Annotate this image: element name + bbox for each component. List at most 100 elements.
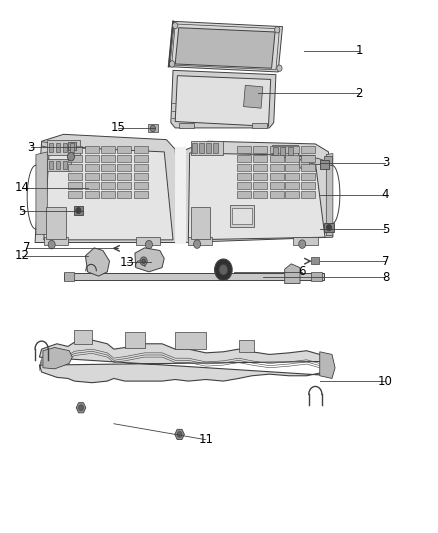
Bar <box>74 330 92 344</box>
Bar <box>117 155 131 162</box>
Bar <box>270 155 284 162</box>
Bar <box>199 143 204 153</box>
Text: 12: 12 <box>14 249 29 262</box>
Bar <box>63 161 67 169</box>
Bar <box>136 237 160 245</box>
Bar <box>301 173 315 180</box>
Bar <box>288 147 293 155</box>
Bar <box>253 146 267 153</box>
Polygon shape <box>42 142 68 150</box>
Text: 5: 5 <box>382 223 389 236</box>
Bar <box>85 146 99 153</box>
Bar <box>270 146 284 153</box>
Bar <box>237 173 251 180</box>
Bar <box>56 161 60 169</box>
Bar <box>85 191 99 198</box>
Bar <box>134 146 148 153</box>
Text: 13: 13 <box>120 256 134 269</box>
Bar <box>270 173 284 180</box>
Text: 10: 10 <box>378 375 393 387</box>
Bar <box>237 155 251 162</box>
Bar <box>270 164 284 171</box>
Bar <box>285 191 299 198</box>
Polygon shape <box>175 28 275 68</box>
Circle shape <box>173 22 178 29</box>
Text: 3: 3 <box>27 141 34 154</box>
Bar <box>188 237 212 245</box>
Bar <box>68 173 82 180</box>
Bar <box>237 164 251 171</box>
Bar <box>101 191 115 198</box>
Bar <box>192 143 197 153</box>
Bar <box>85 182 99 189</box>
Bar <box>237 182 251 189</box>
Circle shape <box>150 125 155 132</box>
Bar <box>44 237 68 245</box>
Bar <box>125 332 145 348</box>
Polygon shape <box>298 156 324 165</box>
Bar <box>101 182 115 189</box>
Bar <box>101 173 115 180</box>
Circle shape <box>326 224 332 231</box>
Bar <box>213 143 218 153</box>
Bar <box>68 164 82 171</box>
Bar <box>68 155 82 162</box>
Polygon shape <box>320 352 335 378</box>
Polygon shape <box>244 85 263 108</box>
Text: 11: 11 <box>198 433 213 446</box>
Circle shape <box>219 264 228 275</box>
Bar <box>175 332 206 349</box>
Circle shape <box>67 152 74 161</box>
Bar <box>74 206 83 215</box>
Polygon shape <box>43 348 72 369</box>
Bar <box>117 191 131 198</box>
Bar <box>285 164 299 171</box>
Bar <box>175 147 185 243</box>
Bar <box>56 143 60 152</box>
Circle shape <box>145 240 152 249</box>
Bar <box>64 273 324 280</box>
Bar <box>46 207 66 239</box>
Bar <box>311 257 319 264</box>
Polygon shape <box>171 70 276 128</box>
Bar <box>49 143 53 152</box>
Polygon shape <box>182 141 333 243</box>
Bar <box>68 146 82 153</box>
Bar <box>191 141 223 155</box>
Text: 5: 5 <box>18 205 25 217</box>
Bar <box>285 146 299 153</box>
Bar <box>280 147 285 155</box>
Text: 14: 14 <box>14 181 29 194</box>
Bar <box>179 123 194 128</box>
Polygon shape <box>169 21 283 72</box>
Bar <box>273 147 278 155</box>
Circle shape <box>76 207 81 214</box>
Bar <box>85 173 99 180</box>
Bar <box>237 191 251 198</box>
Bar <box>101 146 115 153</box>
Bar <box>272 145 298 157</box>
Bar <box>68 182 82 189</box>
Bar <box>191 207 210 239</box>
Bar <box>134 173 148 180</box>
Circle shape <box>299 157 310 170</box>
Circle shape <box>48 240 55 249</box>
Bar <box>101 164 115 171</box>
Bar <box>301 191 315 198</box>
Bar <box>237 146 251 153</box>
Bar <box>148 124 158 132</box>
Bar <box>134 191 148 198</box>
Bar <box>301 182 315 189</box>
Polygon shape <box>326 154 333 236</box>
Bar <box>134 182 148 189</box>
Bar <box>324 223 334 232</box>
Bar <box>68 142 76 150</box>
Bar <box>285 173 299 180</box>
Polygon shape <box>175 76 271 126</box>
Text: 8: 8 <box>382 271 389 284</box>
Circle shape <box>177 432 182 437</box>
Text: 3: 3 <box>382 156 389 169</box>
Bar <box>270 191 284 198</box>
Bar <box>253 173 267 180</box>
Bar <box>206 143 211 153</box>
